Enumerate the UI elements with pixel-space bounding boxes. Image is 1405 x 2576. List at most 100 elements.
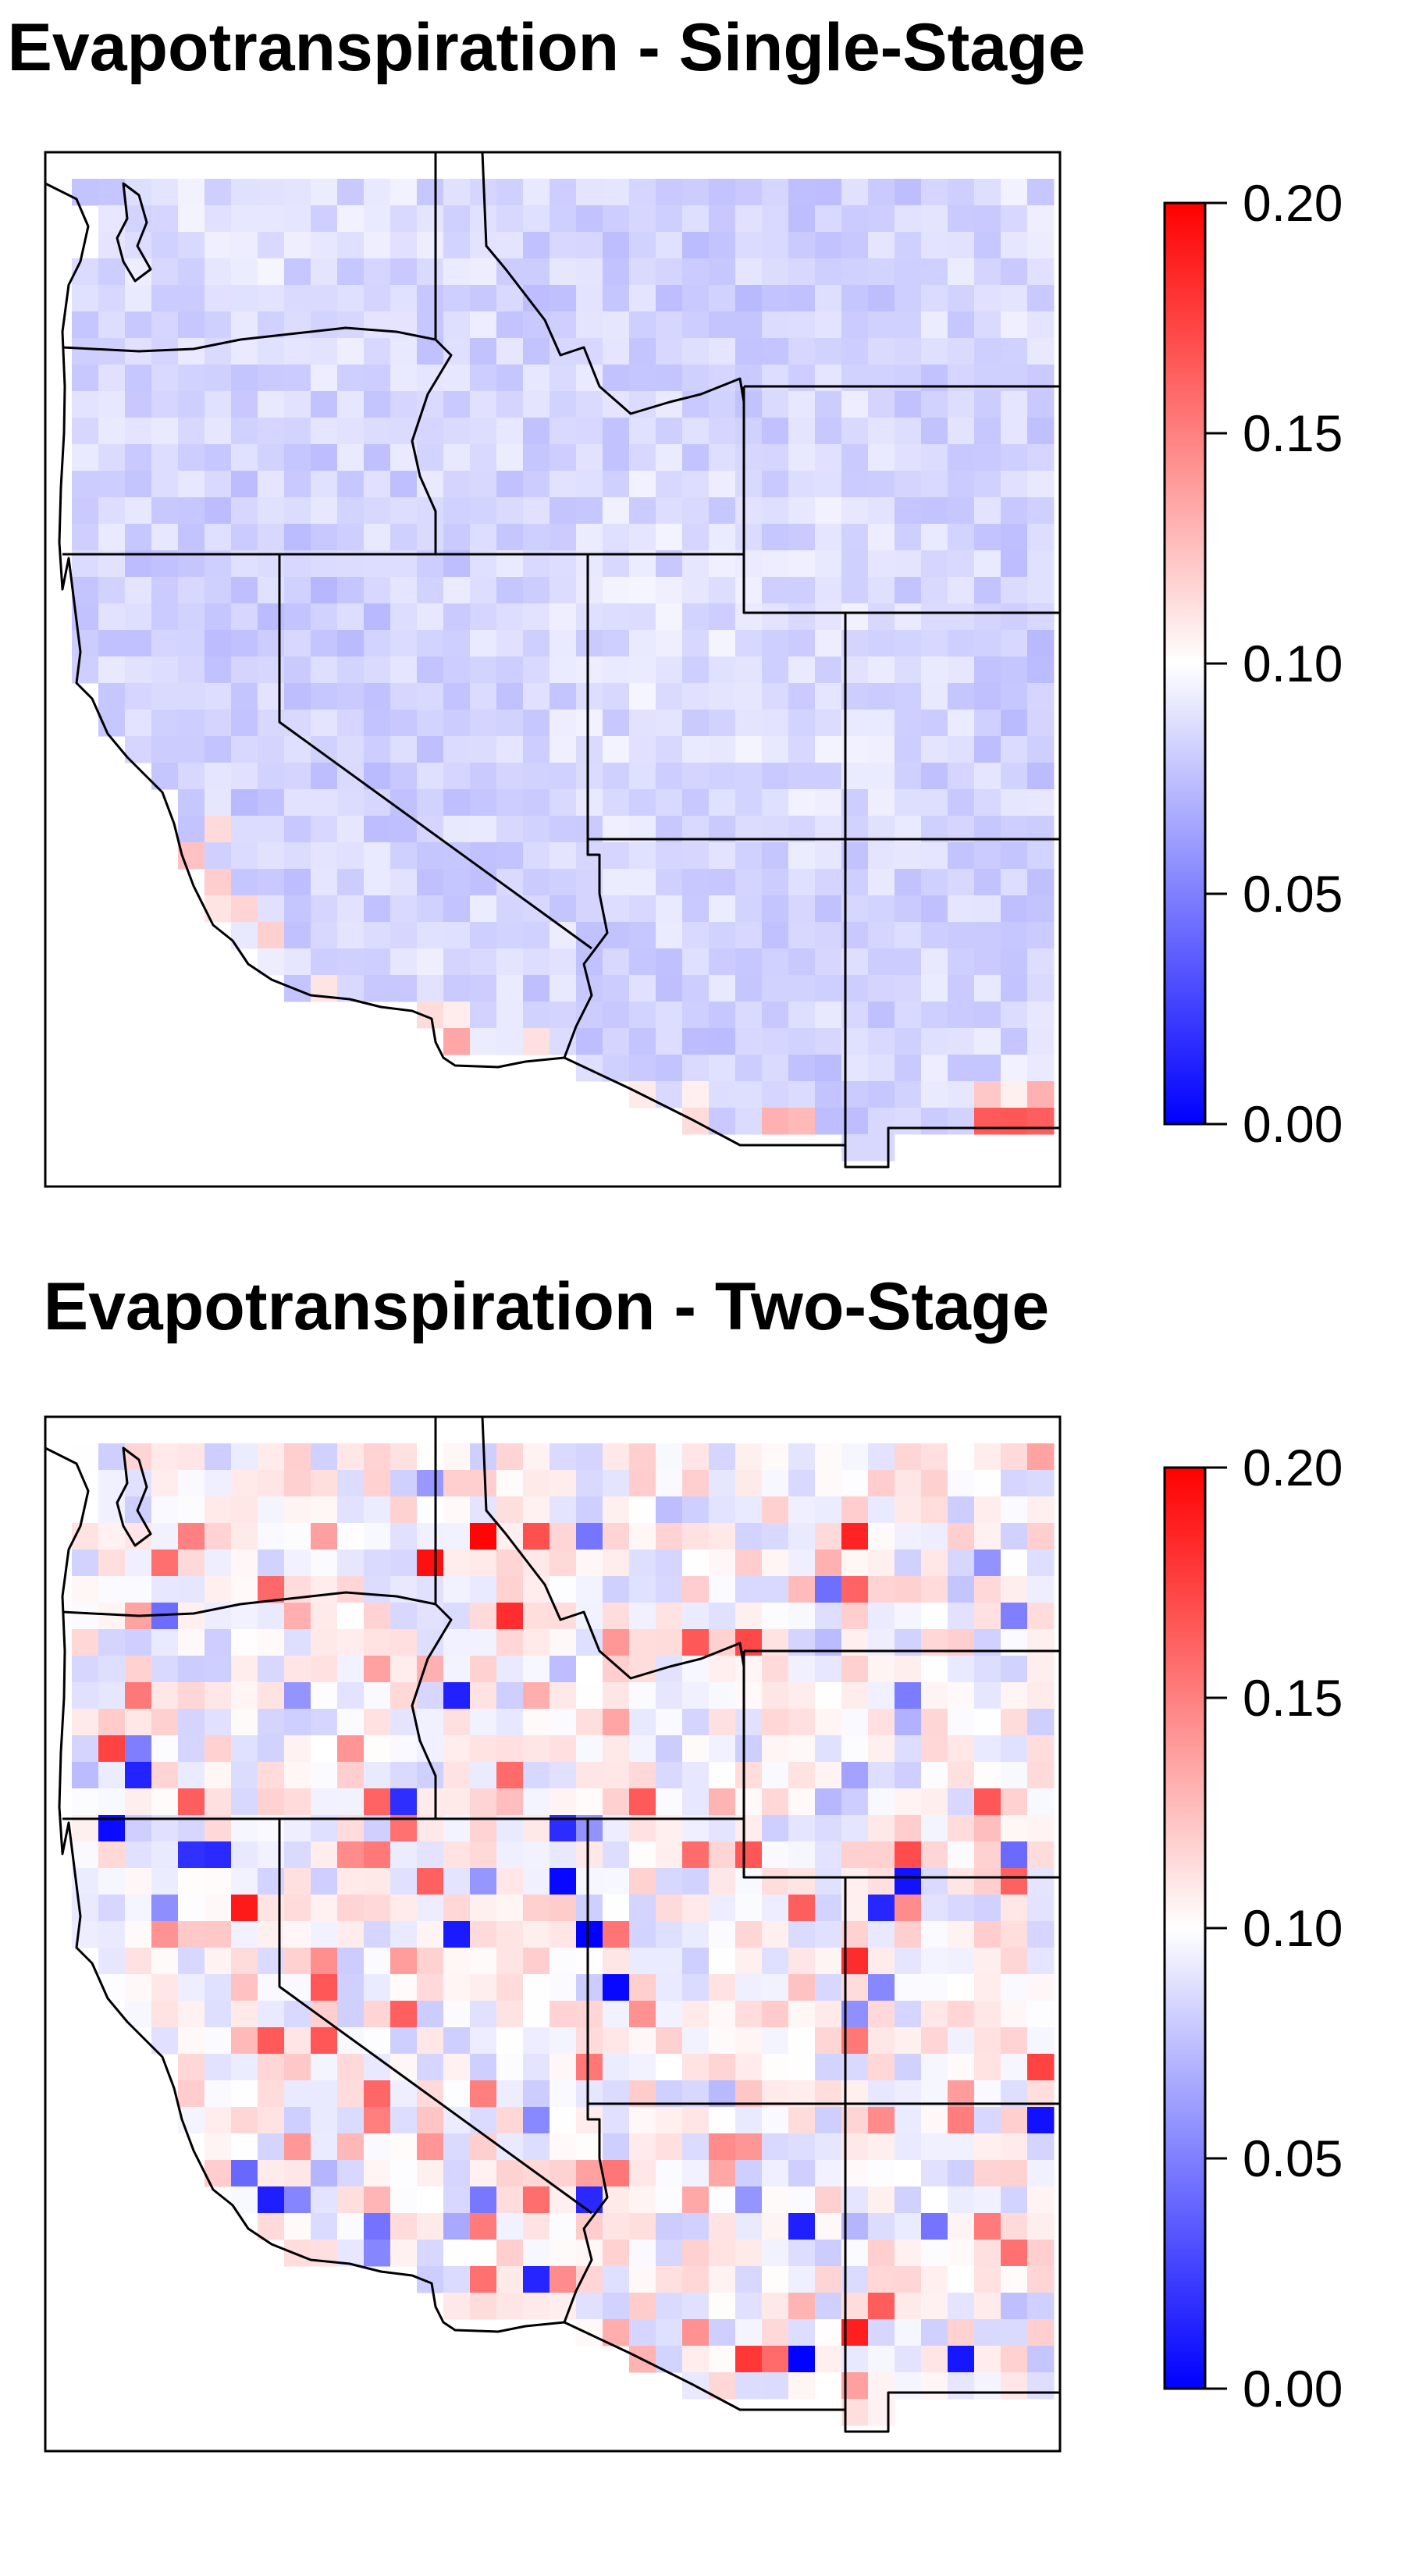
heatmap-cell	[682, 418, 710, 445]
heatmap-cell	[709, 630, 736, 657]
heatmap-cell	[576, 391, 603, 418]
heatmap-cell	[788, 524, 816, 551]
heatmap-cell	[284, 2001, 311, 2028]
heatmap-cell	[576, 311, 603, 339]
heatmap-cell	[151, 1576, 179, 1603]
heatmap-cell	[948, 630, 975, 657]
heatmap-cell	[417, 710, 444, 737]
heatmap-cell	[72, 418, 99, 445]
heatmap-cell	[417, 683, 444, 710]
heatmap-cell	[72, 630, 99, 657]
heatmap-cell	[868, 1682, 895, 1710]
heatmap-cell	[417, 2213, 444, 2240]
heatmap-cell	[311, 285, 338, 312]
heatmap-cell	[788, 285, 816, 312]
heatmap-cell	[815, 1523, 842, 1550]
heatmap-cell	[364, 497, 391, 525]
heatmap-cell	[284, 710, 311, 737]
heatmap-cell	[231, 789, 258, 817]
heatmap-cell	[709, 179, 736, 206]
heatmap-cell	[284, 975, 311, 1002]
heatmap-cell	[974, 338, 1001, 365]
heatmap-cell	[390, 471, 418, 498]
heatmap-cell	[1001, 869, 1028, 896]
panel-title: Evapotranspiration - Single-Stage	[7, 10, 1086, 85]
heatmap-cell	[895, 1496, 922, 1524]
heatmap-cell	[523, 2133, 550, 2161]
heatmap-cell	[895, 418, 922, 445]
heatmap-cell	[788, 1948, 816, 1975]
heatmap-cell	[364, 1735, 391, 1763]
heatmap-cell	[178, 179, 205, 206]
heatmap-cell	[921, 2133, 948, 2161]
heatmap-cell	[656, 1974, 683, 2001]
heatmap-cell	[603, 232, 630, 259]
heatmap-cell	[656, 842, 683, 870]
heatmap-cell	[974, 1055, 1001, 1082]
heatmap-cell	[523, 1002, 550, 1029]
heatmap-cell	[470, 1550, 497, 1577]
heatmap-cell	[762, 2266, 789, 2293]
heatmap-cell	[815, 258, 842, 286]
heatmap-cell	[390, 338, 418, 365]
heatmap-cell	[974, 577, 1001, 604]
heatmap-cell	[709, 789, 736, 817]
heatmap-cell	[311, 1948, 338, 1975]
heatmap-cell	[178, 683, 205, 710]
heatmap-cell	[1027, 2266, 1055, 2293]
heatmap-cell	[470, 922, 497, 949]
heatmap-cell	[921, 1868, 948, 1895]
heatmap-cell	[550, 1002, 577, 1029]
heatmap-cell	[921, 1762, 948, 1789]
heatmap-cell	[1001, 418, 1028, 445]
heatmap-cell	[417, 2240, 444, 2267]
colorbar-tick-label: 0.00	[1243, 2360, 1343, 2418]
heatmap-cell	[72, 1443, 99, 1471]
heatmap-cell	[178, 1921, 205, 1948]
heatmap-cell	[682, 922, 710, 949]
heatmap-cell	[1001, 2027, 1028, 2055]
heatmap-cell	[815, 2213, 842, 2240]
heatmap-cell	[1027, 763, 1055, 790]
heatmap-cell	[550, 444, 577, 471]
heatmap-cell	[550, 258, 577, 286]
heatmap-cell	[603, 1028, 630, 1055]
heatmap-cell	[576, 1576, 603, 1603]
heatmap-cell	[311, 444, 338, 471]
heatmap-cell	[364, 1868, 391, 1895]
heatmap-cell	[815, 2346, 842, 2373]
heatmap-cell	[417, 2107, 444, 2134]
heatmap-cell	[443, 630, 471, 657]
heatmap-cell	[895, 550, 922, 578]
heatmap-cell	[125, 444, 152, 471]
heatmap-cell	[948, 1108, 975, 1135]
heatmap-cell	[974, 2027, 1001, 2055]
heatmap-cell	[629, 1028, 656, 1055]
heatmap-cell	[258, 1443, 285, 1471]
heatmap-cell	[788, 1841, 816, 1869]
heatmap-cell	[284, 205, 311, 233]
heatmap-cell	[550, 179, 577, 206]
heatmap-cell	[868, 2293, 895, 2320]
heatmap-cell	[868, 1523, 895, 1550]
heatmap-cell	[1027, 1815, 1055, 1842]
heatmap-cell	[178, 232, 205, 259]
heatmap-cell	[496, 2054, 524, 2081]
heatmap-cell	[364, 205, 391, 233]
heatmap-cell	[1027, 471, 1055, 498]
heatmap-cell	[231, 258, 258, 286]
heatmap-cell	[98, 1788, 126, 1816]
heatmap-cell	[364, 1603, 391, 1630]
heatmap-cell	[1001, 1735, 1028, 1763]
heatmap-cell	[974, 1762, 1001, 1789]
heatmap-cell	[629, 2266, 656, 2293]
heatmap-cell	[523, 471, 550, 498]
heatmap-cell	[496, 391, 524, 418]
heatmap-cell	[788, 1868, 816, 1895]
heatmap-cell	[550, 1974, 577, 2001]
heatmap-cell	[231, 656, 258, 684]
heatmap-cell	[151, 1682, 179, 1710]
heatmap-cell	[815, 205, 842, 233]
heatmap-cell	[629, 2054, 656, 2081]
heatmap-cell	[788, 1921, 816, 1948]
